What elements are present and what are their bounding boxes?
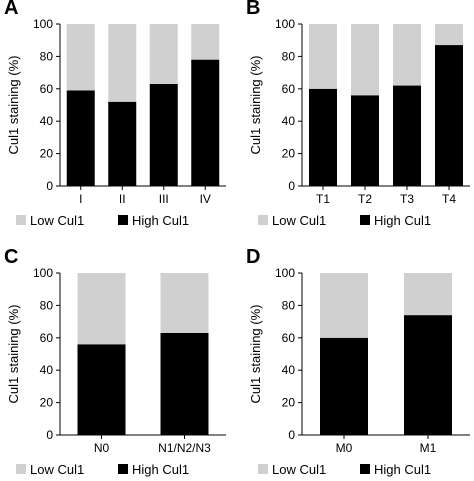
x-tick-label: T2 [358, 192, 372, 206]
y-tick-label: 60 [282, 331, 296, 345]
chart-panel-d: D 0 20 40 60 80 100 Cul1 staining (%) M0 M1 Low Cu… [246, 246, 470, 477]
bar-high-cul1 [108, 101, 137, 186]
y-tick-label: 60 [282, 82, 296, 96]
x-tick-label: T1 [316, 192, 330, 206]
x-tick-label: I [79, 192, 82, 206]
bar-low-cul1 [351, 24, 379, 96]
y-axis-label: Cul1 staining (%) [6, 305, 21, 404]
bar-high-cul1 [309, 88, 337, 186]
x-tick-label: T3 [400, 192, 414, 206]
bar-high-cul1 [191, 59, 220, 186]
y-axis-label: Cul1 staining (%) [248, 56, 263, 155]
y-tick-label: 100 [33, 266, 53, 280]
y-tick-label: 40 [40, 363, 54, 377]
bar-low-cul1 [320, 273, 368, 338]
bar-high-cul1 [404, 315, 452, 435]
bar-high-cul1 [66, 90, 95, 186]
legend-swatch [16, 464, 26, 474]
y-tick-label: 100 [275, 17, 295, 31]
legend-label: Low Cul1 [30, 462, 84, 477]
y-axis-label: Cul1 staining (%) [248, 305, 263, 404]
bar-high-cul1 [435, 45, 463, 187]
y-tick-label: 80 [282, 298, 296, 312]
x-tick-label: T4 [442, 192, 456, 206]
legend-swatch [118, 215, 128, 225]
legend-swatch [360, 464, 370, 474]
y-tick-label: 0 [288, 179, 295, 193]
legend-swatch [16, 215, 26, 225]
y-axis-label: Cul1 staining (%) [6, 56, 21, 155]
bar-high-cul1 [393, 85, 421, 186]
legend-swatch [118, 464, 128, 474]
x-tick-label: M1 [420, 441, 437, 455]
chart-panel-b: B 0 20 40 60 80 100 Cul1 staining (%) T1 T2 T3 T4 Lo… [246, 0, 470, 228]
y-tick-label: 0 [46, 428, 53, 442]
legend-label: High Cul1 [374, 213, 431, 228]
y-tick-label: 40 [40, 114, 54, 128]
bar-high-cul1 [320, 337, 368, 435]
x-tick-label: N1/N2/N3 [158, 441, 211, 455]
x-tick-label: M0 [336, 441, 353, 455]
y-tick-label: 100 [275, 266, 295, 280]
legend-label: High Cul1 [132, 213, 189, 228]
y-tick-label: 20 [282, 147, 296, 161]
bar-low-cul1 [191, 24, 220, 60]
bar-low-cul1 [77, 273, 126, 345]
legend-label: Low Cul1 [272, 462, 326, 477]
bar-low-cul1 [160, 273, 209, 333]
y-tick-label: 80 [282, 49, 296, 63]
panel-letter: B [246, 0, 260, 19]
x-tick-label: III [159, 192, 169, 206]
y-tick-label: 0 [46, 179, 53, 193]
bar-low-cul1 [309, 24, 337, 89]
y-tick-label: 60 [40, 82, 54, 96]
bar-high-cul1 [149, 83, 178, 186]
legend-swatch [360, 215, 370, 225]
bar-low-cul1 [108, 24, 137, 102]
legend-label: Low Cul1 [30, 213, 84, 228]
bar-low-cul1 [404, 273, 452, 316]
bar-low-cul1 [393, 24, 421, 86]
bar-high-cul1 [77, 344, 126, 435]
bar-high-cul1 [160, 332, 209, 435]
legend-swatch [258, 464, 268, 474]
x-tick-label: N0 [94, 441, 110, 455]
y-tick-label: 20 [40, 396, 54, 410]
bar-low-cul1 [149, 24, 178, 84]
y-tick-label: 100 [33, 17, 53, 31]
panel-letter: C [4, 246, 18, 268]
x-tick-label: II [119, 192, 126, 206]
y-tick-label: 0 [288, 428, 295, 442]
bar-low-cul1 [435, 24, 463, 46]
chart-panel-c: C 0 20 40 60 80 100 Cul1 staining (%) N0 N1/N2/N3… [4, 246, 226, 477]
bar-low-cul1 [66, 24, 95, 91]
panel-letter: D [246, 246, 260, 268]
bar-high-cul1 [351, 95, 379, 186]
legend-label: High Cul1 [374, 462, 431, 477]
legend-label: Low Cul1 [272, 213, 326, 228]
y-tick-label: 20 [282, 396, 296, 410]
legend-label: High Cul1 [132, 462, 189, 477]
y-tick-label: 60 [40, 331, 54, 345]
panel-letter: A [4, 0, 18, 19]
y-tick-label: 80 [40, 49, 54, 63]
legend-swatch [258, 215, 268, 225]
y-tick-label: 40 [282, 114, 296, 128]
y-tick-label: 40 [282, 363, 296, 377]
y-tick-label: 20 [40, 147, 54, 161]
y-tick-label: 80 [40, 298, 54, 312]
x-tick-label: IV [200, 192, 211, 206]
